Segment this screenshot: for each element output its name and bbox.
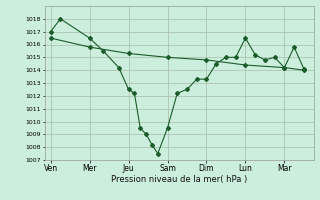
X-axis label: Pression niveau de la mer( hPa ): Pression niveau de la mer( hPa ) [111, 175, 247, 184]
